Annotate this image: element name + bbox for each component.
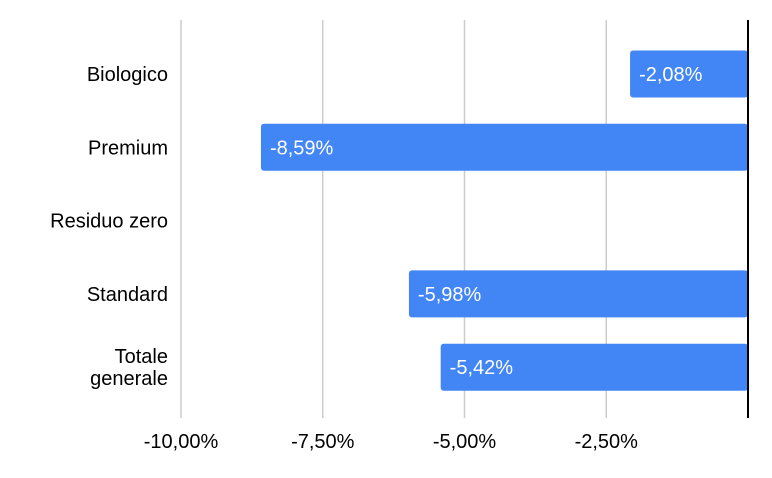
bar-3: [408, 270, 748, 318]
x-tick-label-2: -5,00%: [433, 431, 497, 453]
x-tick-label-3: -2,50%: [575, 431, 639, 453]
category-label-1: Premium: [88, 137, 168, 159]
data-label-3: -5,98%: [418, 284, 482, 306]
data-label-0: -2,08%: [639, 64, 703, 86]
bar-0: [630, 50, 748, 98]
category-label-0: Biologico: [87, 64, 168, 86]
category-label-3: Standard: [87, 284, 168, 306]
category-labels: Biologico Premium Residuo zero Standard Tota…: [50, 64, 168, 390]
bars: -2,08% -8,59% -5,98% -5,42%: [260, 50, 748, 391]
x-tick-label-1: -7,50%: [291, 431, 355, 453]
x-tick-labels: -10,00% -7,50% -5,00% -2,50%: [144, 431, 638, 453]
data-label-4: -5,42%: [450, 357, 514, 379]
data-label-1: -8,59%: [270, 137, 334, 159]
x-tick-label-0: -10,00%: [144, 431, 219, 453]
category-label-2: Residuo zero: [50, 211, 168, 233]
bar-4: [440, 343, 748, 391]
category-label-4: Totale generale: [90, 346, 168, 390]
bar-1: [260, 123, 748, 171]
